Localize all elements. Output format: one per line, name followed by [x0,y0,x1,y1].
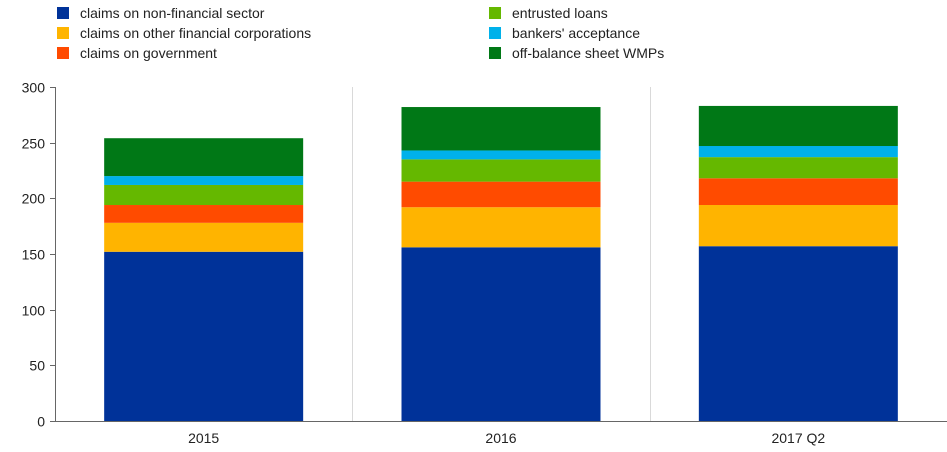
legend-label: entrusted loans [512,5,608,21]
bar-segment [104,222,304,252]
bar-segment [104,176,304,185]
bar-segment [104,205,304,223]
legend-label: claims on government [80,45,217,61]
bar-segment [401,207,601,248]
bar-segment [698,146,898,158]
x-tick-label: 2017 Q2 [771,430,825,446]
bar-segment [401,107,601,151]
legend-label: off-balance sheet WMPs [512,45,665,61]
legend-swatch [57,47,69,59]
y-tick-label: 0 [37,414,45,430]
bar-segment [401,181,601,208]
legend-item: bankers' acceptance [489,25,640,41]
bar-segment [104,184,304,206]
legend-item: claims on other financial corporations [57,25,311,41]
bar-segment [401,159,601,182]
y-tick-label: 100 [22,303,46,319]
y-tick-label: 250 [22,136,46,152]
bar-segment [104,138,304,177]
bar-segment [698,105,898,147]
bar-segment [698,178,898,206]
legend-swatch [489,27,501,39]
x-tick-label: 2015 [188,430,219,446]
legend-item: off-balance sheet WMPs [489,45,664,61]
legend-swatch [489,47,501,59]
x-tick-label: 2016 [485,430,516,446]
bar-segment [698,157,898,179]
y-tick-label: 200 [22,191,46,207]
legend-item: entrusted loans [489,5,608,21]
legend-label: bankers' acceptance [512,25,640,41]
legend-item: claims on government [57,45,217,61]
legend-item: claims on non-financial sector [57,5,264,21]
bar-segment [698,205,898,247]
legend-swatch [489,7,501,19]
bar-segment [401,247,601,421]
y-tick-label: 150 [22,247,46,263]
legend-label: claims on non-financial sector [80,5,265,21]
legend-label: claims on other financial corporations [80,25,312,41]
bar-segment [698,246,898,421]
y-tick-label: 50 [29,358,45,374]
bar-segment [104,251,304,421]
chart-legend: claims on non-financial sector claims on … [0,0,947,70]
legend-swatch [57,27,69,39]
legend-swatch [57,7,69,19]
y-tick-label: 300 [22,80,46,96]
bar-segment [401,150,601,160]
